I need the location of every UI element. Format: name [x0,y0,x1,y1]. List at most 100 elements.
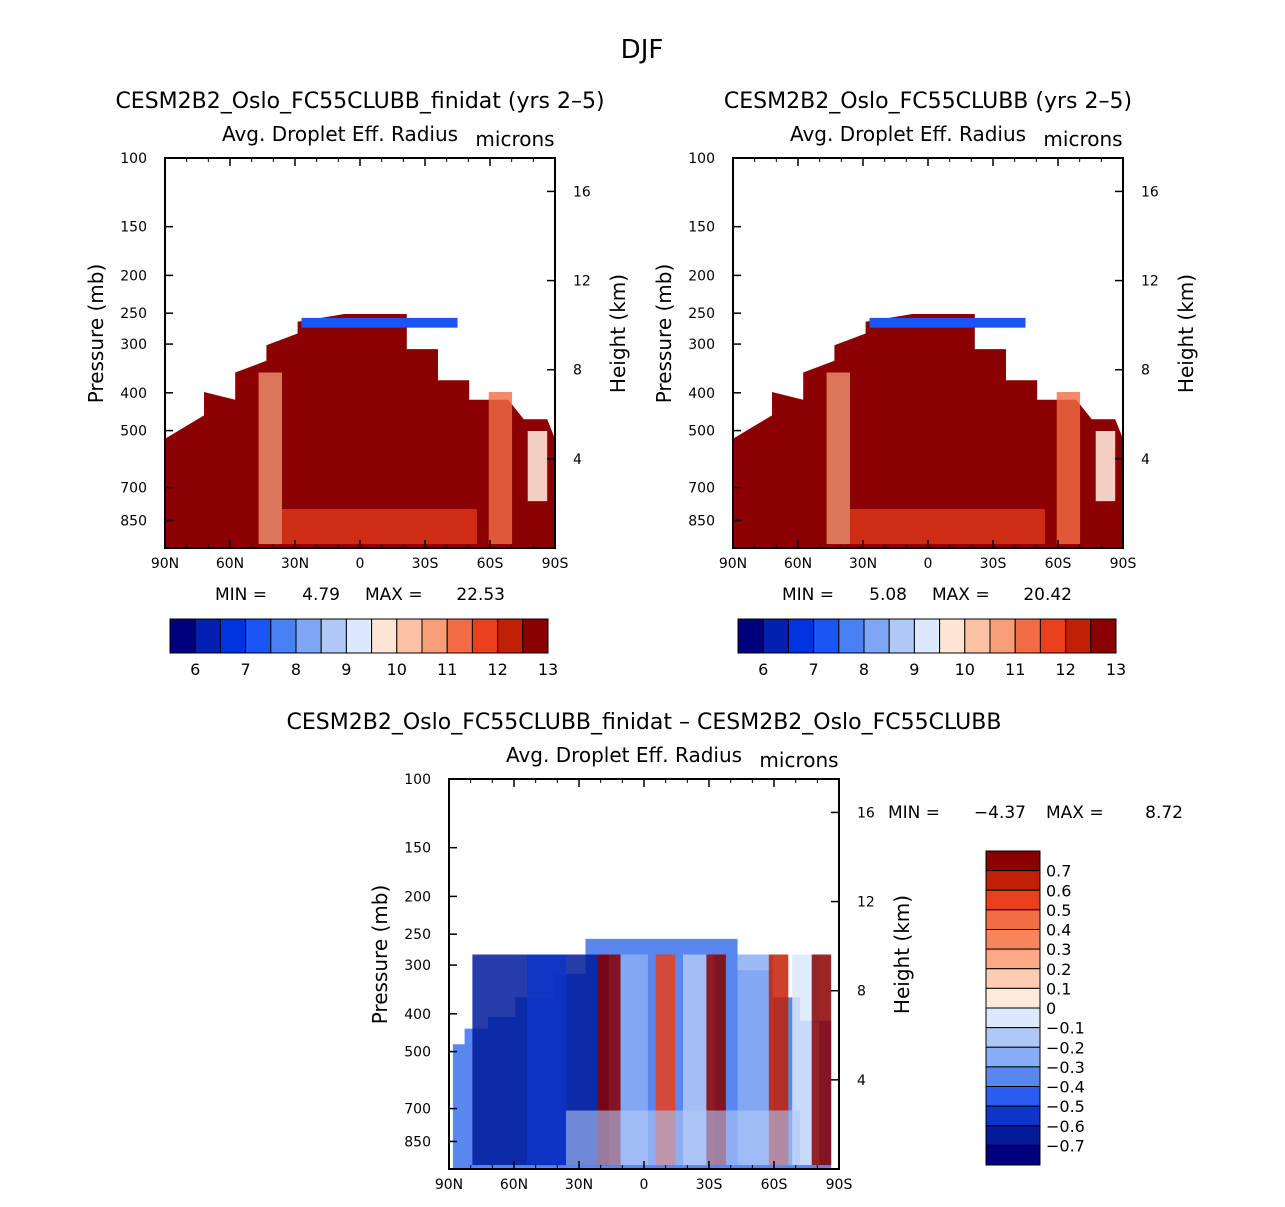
colorbar: 6 7 8 9 10 11 12 13 [169,618,558,679]
diff-stripe [527,954,566,1166]
y-right-tick-label: 4 [857,1073,866,1089]
edge-band-pole [527,431,548,502]
x-tick-label: 60N [784,556,812,572]
y-tick-label: 250 [404,927,431,943]
colorbar-label: 8 [291,660,301,679]
y-tick-label: 700 [120,481,147,497]
colorbar-label: 0.2 [1046,960,1071,979]
units-label: microns [1043,127,1122,151]
min-value: −4.37 [974,803,1026,823]
y-right-tick-label: 16 [1141,184,1159,200]
y-tick-label: 500 [120,424,147,440]
colorbar-swatch [985,1125,1041,1146]
low-level-band [282,509,477,545]
colorbar-swatch [371,618,398,654]
edge-band-north [826,372,850,545]
data-field [733,314,1123,548]
y-tick-label: 300 [688,337,715,353]
colorbar-label: 12 [487,660,507,679]
colorbar-swatch [320,618,347,654]
colorbar-swatch [1039,618,1067,654]
colorbar-label: 6 [758,660,768,679]
x-tick-label: 0 [640,1177,649,1193]
colorbar-label: 10 [387,660,407,679]
colorbar-swatch [737,618,764,654]
colorbar-swatch [985,1046,1041,1068]
panel-title: CESM2B2_Oslo_FC55CLUBB_finidat – CESM2B2… [287,710,1002,735]
y-right-axis-label: Height (km) [606,274,630,393]
colorbar-swatch [985,1066,1041,1087]
figure-title: DJF [621,35,664,65]
x-tick-label: 0 [924,556,933,572]
colorbar-swatch [863,618,890,654]
diff-stripe [811,954,832,1166]
colorbar-swatch [985,889,1041,911]
colorbar-label: 7 [241,660,251,679]
y-tick-label: 200 [404,889,431,905]
variable-label: Avg. Droplet Eff. Radius [506,743,742,767]
colorbar-label: 0.3 [1046,940,1071,959]
colorbar-swatch [813,618,840,654]
colorbar-swatch [762,618,789,654]
colorbar-swatch [421,618,448,654]
colorbar-swatch [219,618,247,654]
variable-label: Avg. Droplet Eff. Radius [222,122,458,146]
colorbar-swatch [838,618,865,654]
edge-band-north [258,372,282,545]
min-label: MIN = [782,585,834,605]
y-axis-label: Pressure (mb) [652,264,676,404]
colorbar-label: 13 [538,660,558,679]
edge-band-south [488,392,513,545]
colorbar-swatch [985,948,1041,970]
colorbar-swatch [787,618,815,654]
y-tick-label: 250 [120,306,147,322]
colorbar-swatch [497,618,524,654]
colorbar-label: 10 [955,660,975,679]
colorbar-swatch [985,909,1041,930]
colorbar-swatch [396,618,423,654]
x-tick-label: 30N [281,556,309,572]
y-tick-label: 400 [120,386,147,402]
colorbar-label: −0.6 [1046,1117,1085,1136]
y-right-tick-label: 16 [573,184,591,200]
colorbar-label: 11 [437,660,457,679]
x-tick-label: 30S [696,1177,723,1193]
low-level-band [850,509,1045,545]
colorbar-swatch [1065,618,1092,654]
colorbar-label: 8 [859,660,869,679]
colorbar-label: 9 [341,660,351,679]
colorbar-swatch [985,1086,1041,1107]
x-tick-label: 90N [151,556,179,572]
colorbar-swatch [194,618,221,654]
max-value: 22.53 [456,585,505,605]
colorbar-label: −0.1 [1046,1019,1085,1038]
x-tick-label: 60N [500,1177,528,1193]
y-tick-label: 400 [404,1007,431,1023]
units-label: microns [759,748,838,772]
data-field [165,314,555,548]
colorbar-swatch [985,850,1041,872]
colorbar-swatch [985,1105,1041,1127]
y-right-tick-label: 4 [1141,452,1150,468]
x-tick-label: 30N [849,556,877,572]
max-value: 20.42 [1023,585,1072,605]
y-tick-label: 100 [120,151,147,167]
colorbar-label: 0.6 [1046,881,1071,900]
variable-label: Avg. Droplet Eff. Radius [790,122,1026,146]
y-tick-label: 400 [688,386,715,402]
x-tick-label: 90S [1110,556,1137,572]
y-tick-label: 500 [688,424,715,440]
colorbar-swatch [985,987,1041,1009]
colorbar-label: 0.4 [1046,921,1071,940]
colorbar-swatch [985,1027,1041,1048]
x-tick-label: 60S [761,1177,788,1193]
colorbar-swatch [169,618,196,654]
min-value: 5.08 [869,585,907,605]
panel-title: CESM2B2_Oslo_FC55CLUBB_finidat (yrs 2–5) [115,89,604,114]
colorbar-label: −0.4 [1046,1078,1085,1097]
colorbar-label: 12 [1055,660,1075,679]
colorbar-swatch [913,618,941,654]
colorbar-swatch [522,618,549,654]
y-tick-label: 850 [404,1134,431,1150]
